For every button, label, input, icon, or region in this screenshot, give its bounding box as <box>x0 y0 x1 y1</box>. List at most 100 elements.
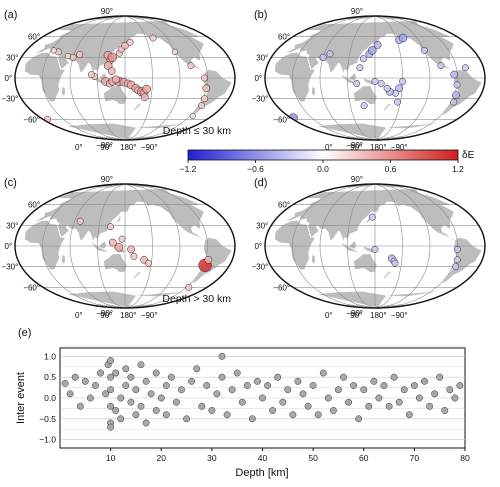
latitude-label: 60° <box>278 33 290 42</box>
panel-e-points <box>61 352 464 431</box>
data-point <box>405 411 413 419</box>
event-marker <box>450 98 458 106</box>
panel-e-yticks: 1.0 0.5 0.0 −0.5 −1.0 <box>39 351 56 444</box>
land-mass <box>24 52 65 102</box>
data-point <box>86 394 94 402</box>
data-point <box>107 402 115 410</box>
data-point <box>107 373 115 381</box>
land-mass <box>311 255 315 264</box>
meridian-line <box>374 16 458 140</box>
data-point <box>431 390 439 398</box>
land-mass <box>353 253 377 273</box>
data-point <box>264 382 272 389</box>
data-point <box>436 373 444 381</box>
event-marker <box>126 38 134 46</box>
data-point <box>112 369 120 377</box>
longitude-label: −90° <box>391 143 408 152</box>
latitude-label: −60° <box>273 283 290 292</box>
latitude-label: −90° <box>96 309 113 318</box>
data-point <box>441 407 449 414</box>
y-tick-label: −0.5 <box>39 414 56 424</box>
data-point <box>370 377 378 385</box>
land-mass <box>67 291 188 308</box>
land-mass <box>57 188 201 205</box>
latitude-label: −60° <box>273 115 290 124</box>
event-marker <box>450 70 459 79</box>
land-mass <box>57 20 201 37</box>
event-marker <box>368 46 377 55</box>
event-marker <box>420 46 428 54</box>
data-point <box>274 373 282 381</box>
panel-b-label: (b) <box>254 9 267 21</box>
event-marker <box>149 34 157 42</box>
event-marker <box>118 235 126 243</box>
event-marker <box>326 50 334 58</box>
longitude-label: 180° <box>370 311 387 320</box>
event-marker <box>145 259 152 267</box>
event-marker <box>395 84 403 93</box>
data-point <box>314 411 322 419</box>
latitude-label: 30° <box>6 221 18 230</box>
event-marker <box>108 238 117 247</box>
event-marker <box>371 77 379 85</box>
event-marker <box>353 80 361 87</box>
land-mass <box>99 241 107 249</box>
event-marker <box>107 223 114 231</box>
latitude-label: 60° <box>28 201 40 210</box>
event-marker <box>111 75 120 84</box>
land-mass <box>91 242 108 253</box>
data-point <box>329 407 337 414</box>
data-point <box>299 390 307 398</box>
data-point <box>193 365 201 373</box>
event-marker <box>50 47 57 54</box>
latitude-label: 90° <box>101 7 113 16</box>
latitude-label: 0° <box>254 242 262 251</box>
panel-c-label: (c) <box>4 177 17 189</box>
longitude-label: −90° <box>141 143 158 152</box>
data-point <box>345 398 353 406</box>
data-point <box>228 386 236 394</box>
land-mass <box>394 195 456 241</box>
data-point <box>355 415 363 423</box>
data-point <box>233 369 241 377</box>
data-point <box>208 407 216 414</box>
longitude-label: 180° <box>120 143 137 152</box>
data-point <box>81 377 89 385</box>
data-point <box>107 386 115 394</box>
x-tick-label: 60 <box>359 453 369 463</box>
event-marker <box>452 91 460 100</box>
longitude-label: 90° <box>100 143 112 152</box>
event-marker <box>130 252 138 260</box>
colorbar-tick-label: 0.0 <box>317 164 329 174</box>
land-mass <box>24 220 65 270</box>
data-point <box>137 402 145 410</box>
land-mass <box>442 237 482 284</box>
event-marker <box>453 256 461 264</box>
panel-e-xlabel: Depth [km] <box>235 467 288 479</box>
data-point <box>421 377 428 385</box>
data-point <box>248 415 256 423</box>
x-tick-label: 40 <box>258 453 268 463</box>
data-point <box>132 411 140 419</box>
data-point <box>213 390 221 398</box>
latitude-label: 30° <box>256 53 268 62</box>
event-marker <box>76 51 84 59</box>
data-point <box>71 373 79 381</box>
land-mass <box>341 242 358 253</box>
data-point <box>243 382 251 389</box>
data-point <box>375 394 383 402</box>
map-frame <box>264 15 486 141</box>
latitude-label: −30° <box>2 95 19 104</box>
data-point <box>324 394 332 402</box>
data-point <box>147 390 155 398</box>
event-marker <box>383 84 391 92</box>
data-point <box>415 394 423 402</box>
data-point <box>334 386 342 394</box>
latitude-label: −90° <box>346 309 363 318</box>
land-mass <box>307 20 451 37</box>
meridian-line <box>292 184 376 308</box>
data-point <box>451 394 459 402</box>
event-marker <box>391 259 399 267</box>
event-marker <box>64 52 71 60</box>
event-marker <box>204 255 213 264</box>
